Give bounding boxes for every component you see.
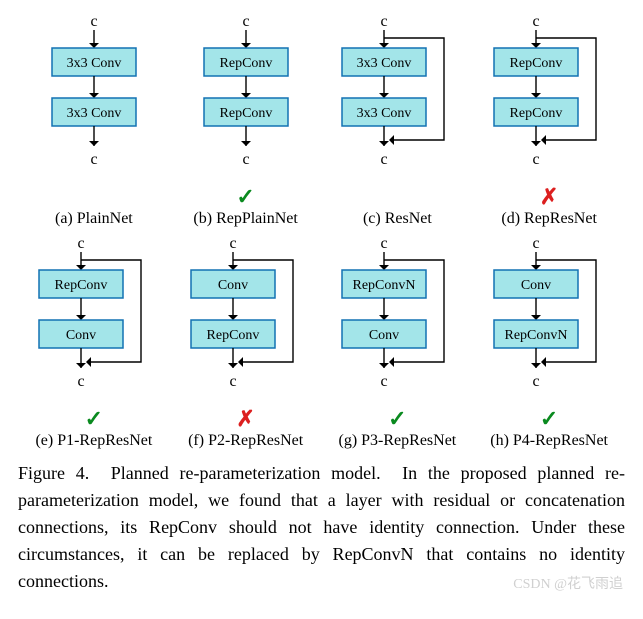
block-diagram-a: c 3x3 Conv 3x3 Conv c bbox=[40, 12, 148, 184]
diagram-cell-f: c Conv RepConv c ✗ (f) P2-RepResNet bbox=[170, 234, 322, 450]
channel-label-bottom: c bbox=[533, 151, 540, 168]
block-diagram-g: c RepConvN Conv c bbox=[332, 234, 462, 406]
cross-icon: ✗ bbox=[540, 186, 558, 208]
block-diagram-h: c Conv RepConvN c bbox=[484, 234, 614, 406]
block-box-2-label: RepConv bbox=[206, 328, 259, 343]
subfigure-caption-b: (b) RepPlainNet bbox=[193, 210, 297, 228]
diagram-cell-d: c RepConv RepConv c ✗ (d) RepResNet bbox=[473, 12, 625, 228]
block-box-1-label: RepConv bbox=[510, 56, 563, 71]
cross-icon: ✗ bbox=[236, 408, 254, 430]
block-box-1-label: RepConv bbox=[54, 278, 107, 293]
channel-label-bottom: c bbox=[229, 373, 236, 390]
channel-label-bottom: c bbox=[381, 151, 388, 168]
channel-label-top: c bbox=[381, 13, 388, 30]
block-box-1-label: Conv bbox=[521, 278, 551, 293]
diagram-cell-g: c RepConvN Conv c ✓ (g) P3-RepResNet bbox=[322, 234, 474, 450]
caption-lead: Planned re-parameterization model. bbox=[111, 463, 381, 483]
channel-label-top: c bbox=[242, 13, 249, 30]
subfigure-caption-c: (c) ResNet bbox=[363, 210, 432, 228]
check-icon: ✓ bbox=[540, 408, 558, 430]
channel-label-bottom: c bbox=[533, 373, 540, 390]
block-box-2-label: RepConv bbox=[510, 106, 563, 121]
check-icon: ✓ bbox=[388, 408, 406, 430]
block-diagram-d: c RepConv RepConv c bbox=[484, 12, 614, 184]
channel-label-bottom: c bbox=[242, 151, 249, 168]
channel-label-top: c bbox=[77, 235, 84, 252]
subfigure-caption-g: (g) P3-RepResNet bbox=[338, 432, 456, 450]
diagram-cell-c: c3x3 Conv3x3 Convc✓(c) ResNet bbox=[322, 12, 474, 228]
check-icon: ✓ bbox=[85, 408, 103, 430]
block-box-2-label: Conv bbox=[66, 328, 96, 343]
figure-label: Figure 4. bbox=[18, 463, 89, 483]
block-box-2-label: Conv bbox=[369, 328, 399, 343]
check-icon: ✓ bbox=[236, 186, 254, 208]
block-diagram-c: c 3x3 Conv 3x3 Conv c bbox=[332, 12, 462, 184]
channel-label-top: c bbox=[533, 235, 540, 252]
channel-label-bottom: c bbox=[77, 373, 84, 390]
channel-label-bottom: c bbox=[90, 151, 97, 168]
watermark: CSDN @花飞雨追 bbox=[513, 574, 623, 595]
block-diagram-e: c RepConv Conv c bbox=[29, 234, 159, 406]
diagram-cell-b: c RepConv RepConv c ✓ (b) RepPlainNet bbox=[170, 12, 322, 228]
block-box-2-label: RepConv bbox=[219, 106, 272, 121]
subfigure-caption-f: (f) P2-RepResNet bbox=[188, 432, 303, 450]
figure-caption: Figure 4. Planned re-parameterization mo… bbox=[18, 460, 625, 595]
channel-label-top: c bbox=[229, 235, 236, 252]
block-box-1-label: RepConv bbox=[219, 56, 272, 71]
subfigure-caption-a: (a) PlainNet bbox=[55, 210, 133, 228]
channel-label-top: c bbox=[533, 13, 540, 30]
subfigure-caption-h: (h) P4-RepResNet bbox=[490, 432, 608, 450]
subfigure-caption-e: (e) P1-RepResNet bbox=[35, 432, 152, 450]
channel-label-top: c bbox=[381, 235, 388, 252]
block-box-1-label: Conv bbox=[217, 278, 247, 293]
subfigure-caption-d: (d) RepResNet bbox=[501, 210, 597, 228]
diagram-cell-h: c Conv RepConvN c ✓ (h) P4-RepResNet bbox=[473, 234, 625, 450]
block-box-2-label: 3x3 Conv bbox=[66, 106, 121, 121]
block-box-2-label: RepConvN bbox=[505, 328, 568, 343]
diagram-cell-a: c3x3 Conv3x3 Convc✓(a) PlainNet bbox=[18, 12, 170, 228]
block-box-1-label: 3x3 Conv bbox=[66, 56, 121, 71]
block-diagram-b: c RepConv RepConv c bbox=[192, 12, 300, 184]
diagram-cell-e: c RepConv Conv c ✓ (e) P1-RepResNet bbox=[18, 234, 170, 450]
channel-label-top: c bbox=[90, 13, 97, 30]
block-box-1-label: 3x3 Conv bbox=[357, 56, 412, 71]
block-diagram-f: c Conv RepConv c bbox=[181, 234, 311, 406]
diagram-grid: c 3x3 Conv 3x3 Conv c ✓ (a) PlainNet c RepConv R… bbox=[18, 12, 625, 450]
block-box-2-label: 3x3 Conv bbox=[357, 106, 412, 121]
channel-label-bottom: c bbox=[381, 373, 388, 390]
block-box-1-label: RepConvN bbox=[353, 278, 416, 293]
